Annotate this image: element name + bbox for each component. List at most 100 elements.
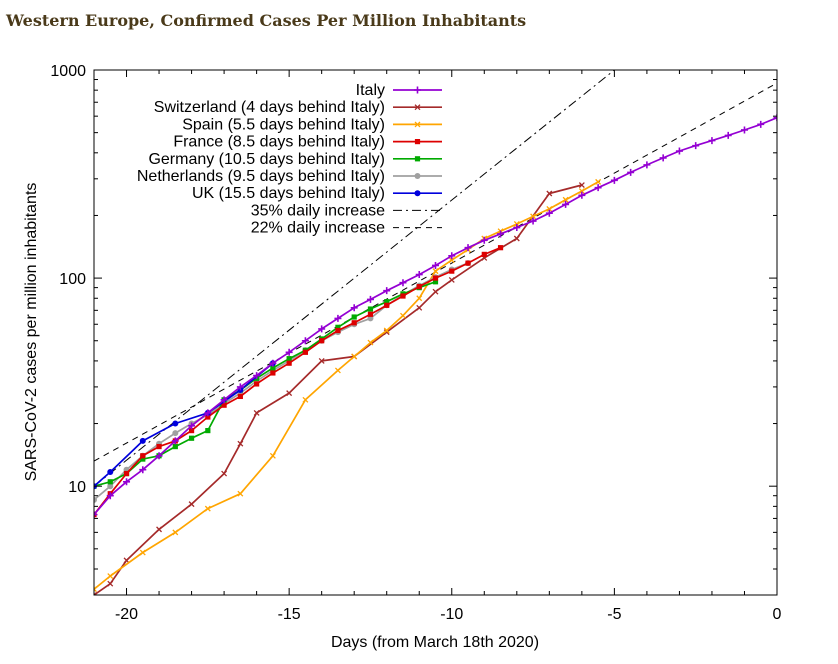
data-point [367, 339, 374, 346]
legend-marker [414, 86, 421, 94]
data-point [269, 359, 277, 367]
data-point [205, 414, 211, 420]
series-1 [94, 182, 585, 595]
legend-entry: Spain (5.5 days behind Italy) [182, 116, 442, 133]
data-point [237, 490, 244, 497]
series-line [94, 362, 274, 487]
data-point [383, 327, 390, 334]
data-point [497, 230, 505, 238]
data-point [188, 501, 195, 508]
data-point [366, 295, 374, 303]
series-3 [94, 245, 504, 518]
data-point [513, 235, 520, 242]
legend-entry: 22% daily increase [251, 220, 442, 237]
legend-label: Switzerland (4 days behind Italy) [154, 99, 385, 116]
data-point [448, 257, 455, 264]
series-layer [94, 70, 777, 595]
data-point [399, 279, 407, 287]
data-point [334, 367, 341, 374]
data-point [497, 245, 504, 251]
data-point [107, 580, 114, 587]
data-point [286, 360, 292, 366]
data-point [301, 337, 309, 345]
data-point [188, 422, 196, 430]
legend-entry: 35% daily increase [251, 202, 442, 219]
page-title: Western Europe, Confirmed Cases Per Mill… [6, 11, 527, 30]
legend-label: Italy [356, 82, 385, 99]
data-point [432, 288, 439, 295]
legend-entry: Germany (10.5 days behind Italy) [148, 151, 442, 168]
data-point [351, 320, 357, 326]
legend-marker [414, 156, 421, 162]
data-point [480, 236, 488, 244]
series-line [94, 70, 615, 487]
data-point [351, 353, 358, 360]
legend-marker [414, 139, 421, 145]
data-point [384, 299, 390, 305]
data-point [367, 315, 374, 322]
data-point [270, 370, 276, 376]
data-point [285, 348, 293, 356]
data-point [335, 324, 341, 330]
data-point [416, 304, 423, 311]
data-point [367, 311, 374, 317]
data-point [432, 279, 439, 285]
data-point [416, 284, 422, 290]
data-point [546, 205, 553, 212]
series-5 [94, 260, 472, 503]
data-point [724, 131, 732, 139]
data-point [318, 325, 326, 333]
data-point [513, 221, 520, 227]
data-point [319, 338, 325, 344]
data-point [94, 592, 97, 595]
data-point [546, 190, 553, 197]
data-point [270, 365, 276, 371]
legend-marker [414, 121, 421, 128]
data-point [156, 526, 163, 533]
y-tick-label: 10 [68, 479, 86, 496]
data-point [578, 182, 585, 189]
data-point [155, 452, 163, 460]
data-point [253, 372, 261, 380]
data-point [172, 430, 179, 437]
data-point [171, 437, 179, 445]
data-point [123, 470, 130, 477]
data-point [692, 142, 700, 150]
data-point [350, 304, 358, 312]
legend-label: UK (15.5 days behind Italy) [192, 185, 385, 202]
data-point [302, 349, 309, 355]
data-point [286, 356, 292, 362]
legend-label: France (8.5 days behind Italy) [173, 134, 385, 151]
data-point [286, 390, 293, 397]
data-point [757, 120, 765, 128]
data-point [172, 529, 179, 536]
data-point [221, 402, 227, 408]
data-point [140, 453, 146, 459]
data-point [595, 178, 602, 185]
data-point [188, 427, 195, 434]
data-point [139, 437, 146, 444]
data-point [578, 188, 585, 195]
data-point [106, 492, 114, 500]
data-point [416, 295, 423, 302]
data-point [172, 443, 178, 450]
data-point [140, 456, 146, 462]
data-point [156, 443, 162, 450]
data-point [236, 383, 244, 391]
legend-marker [414, 173, 421, 179]
data-point [448, 252, 456, 260]
data-point [465, 260, 471, 266]
data-point [220, 396, 228, 404]
legend-entry: France (8.5 days behind Italy) [173, 134, 442, 151]
data-point [172, 420, 179, 427]
legend-label: Germany (10.5 days behind Italy) [148, 151, 385, 168]
data-point [334, 314, 342, 322]
data-point [610, 176, 618, 184]
data-point [351, 314, 357, 320]
data-point [253, 409, 260, 416]
data-point [740, 126, 748, 134]
y-tick-label: 1000 [50, 63, 86, 80]
data-point [432, 275, 439, 281]
legend-entry: Switzerland (4 days behind Italy) [154, 99, 442, 116]
legend-marker [414, 190, 421, 197]
